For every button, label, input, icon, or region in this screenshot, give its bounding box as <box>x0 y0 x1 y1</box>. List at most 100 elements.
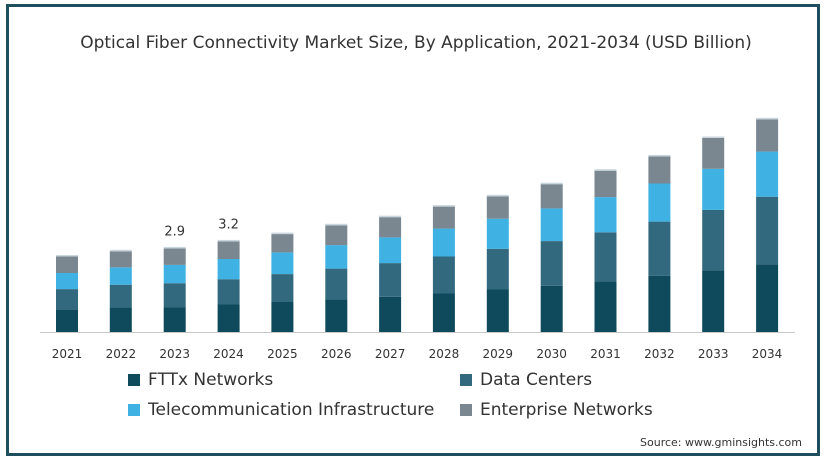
bar-segment-2026-3 <box>325 225 348 246</box>
legend-item-data-centers: Data Centers <box>460 370 592 390</box>
bar-cap-2026 <box>325 223 348 226</box>
bar-segment-2029-3 <box>486 196 509 219</box>
x-tick-label-2030: 2030 <box>536 347 567 361</box>
bar-segment-2028-3 <box>432 206 455 229</box>
legend-swatch-enterprise <box>460 404 472 416</box>
bar-segment-2023-2 <box>163 264 186 284</box>
bar-segment-2024-2 <box>217 259 240 280</box>
bar-segment-2021-0 <box>56 309 78 332</box>
bar-segment-2024-3 <box>217 241 240 259</box>
bar-segment-2029-2 <box>486 218 509 249</box>
legend-swatch-telecom <box>128 404 140 416</box>
bar-segment-2028-0 <box>432 293 455 332</box>
x-tick-label-2023: 2023 <box>159 347 190 361</box>
x-tick-label-2026: 2026 <box>321 347 352 361</box>
bar-segment-2030-2 <box>540 208 563 241</box>
bar-segment-2025-3 <box>271 234 294 253</box>
bar-segment-2023-3 <box>163 248 186 265</box>
bar-cap-2031 <box>594 169 617 171</box>
bar-segment-2027-0 <box>379 296 402 332</box>
legend-item-telecom: Telecommunication Infrastructure <box>128 400 434 420</box>
x-tick-label-2031: 2031 <box>590 347 621 361</box>
bar-segment-2034-3 <box>756 119 779 152</box>
bar-segment-2025-0 <box>271 301 294 332</box>
chart-title: Optical Fiber Connectivity Market Size, … <box>80 33 752 53</box>
legend-item-fttx: FTTx Networks <box>128 370 273 390</box>
bar-cap-2033 <box>702 136 725 138</box>
bar-cap-2028 <box>432 205 455 207</box>
bar-segment-2026-1 <box>325 268 348 300</box>
bar-segment-2024-0 <box>217 304 240 332</box>
bar-segment-2021-3 <box>56 256 78 273</box>
bar-segment-2031-1 <box>594 232 617 282</box>
legend: FTTx Networks Data Centers Telecommunica… <box>128 370 688 430</box>
x-tick-label-2029: 2029 <box>483 347 514 361</box>
bar-segment-2032-1 <box>648 221 671 276</box>
source-note: Source: www.gminsights.com <box>640 436 802 449</box>
legend-label-enterprise: Enterprise Networks <box>480 400 653 420</box>
bar-segment-2022-2 <box>109 267 132 285</box>
bar-cap-2021 <box>56 255 78 257</box>
chart-frame <box>6 4 820 456</box>
legend-swatch-data-centers <box>460 374 472 386</box>
bar-segment-2033-2 <box>702 168 725 210</box>
bar-cap-2023 <box>163 246 186 249</box>
data-label-2023: 2.9 <box>164 224 185 239</box>
x-tick-label-2027: 2027 <box>375 347 406 361</box>
bar-cap-2025 <box>271 232 294 235</box>
bar-segment-2025-2 <box>271 252 294 274</box>
bar-segment-2022-3 <box>109 251 132 268</box>
bar-segment-2027-3 <box>379 217 402 238</box>
legend-label-data-centers: Data Centers <box>480 370 593 390</box>
bar-segment-2023-0 <box>163 307 186 332</box>
bar-segment-2031-0 <box>594 281 617 332</box>
x-tick-label-2032: 2032 <box>644 347 675 361</box>
bar-segment-2029-1 <box>486 248 509 290</box>
bar-segment-2034-0 <box>756 264 779 332</box>
bar-segment-2024-1 <box>217 279 240 305</box>
data-label-2024: 3.2 <box>218 217 239 232</box>
bar-segment-2030-1 <box>540 241 563 286</box>
bar-segment-2025-1 <box>271 274 294 302</box>
bar-segment-2030-3 <box>540 184 563 209</box>
bar-segment-2029-0 <box>486 289 509 332</box>
bar-segment-2026-2 <box>325 245 348 269</box>
x-tick-label-2022: 2022 <box>106 347 137 361</box>
bar-segment-2030-0 <box>540 285 563 332</box>
bar-segment-2032-0 <box>648 275 671 332</box>
bar-segment-2023-1 <box>163 283 186 307</box>
x-tick-label-2034: 2034 <box>752 347 783 361</box>
bar-segment-2033-0 <box>702 270 725 332</box>
legend-label-fttx: FTTx Networks <box>148 370 274 390</box>
bar-cap-2024 <box>217 239 240 242</box>
legend-swatch-fttx <box>128 374 140 386</box>
bar-segment-2031-3 <box>594 170 617 198</box>
x-tick-label-2021: 2021 <box>52 347 83 361</box>
bar-segment-2034-2 <box>756 151 779 197</box>
bar-segment-2033-3 <box>702 138 725 169</box>
bar-segment-2027-1 <box>379 263 402 297</box>
x-tick-label-2024: 2024 <box>213 347 244 361</box>
bar-segment-2022-0 <box>109 307 132 332</box>
x-tick-label-2033: 2033 <box>698 347 729 361</box>
bar-cap-2032 <box>648 154 671 157</box>
bar-segment-2022-1 <box>109 284 132 308</box>
bar-segment-2032-3 <box>648 156 671 184</box>
bar-segment-2021-2 <box>56 273 78 290</box>
bar-cap-2027 <box>379 215 402 218</box>
bar-cap-2029 <box>486 194 509 197</box>
x-tick-label-2025: 2025 <box>267 347 298 361</box>
bar-cap-2034 <box>756 117 779 120</box>
bar-segment-2032-2 <box>648 183 671 222</box>
bar-segment-2021-1 <box>56 289 78 310</box>
bar-segment-2027-2 <box>379 237 402 264</box>
bar-cap-2030 <box>540 182 563 185</box>
bar-segment-2031-2 <box>594 197 617 233</box>
bar-segment-2034-1 <box>756 196 779 265</box>
bar-cap-2022 <box>109 249 132 252</box>
bar-segment-2033-1 <box>702 209 725 271</box>
bar-segment-2028-2 <box>432 228 455 257</box>
bar-segment-2026-0 <box>325 299 348 332</box>
legend-item-enterprise: Enterprise Networks <box>460 400 653 420</box>
